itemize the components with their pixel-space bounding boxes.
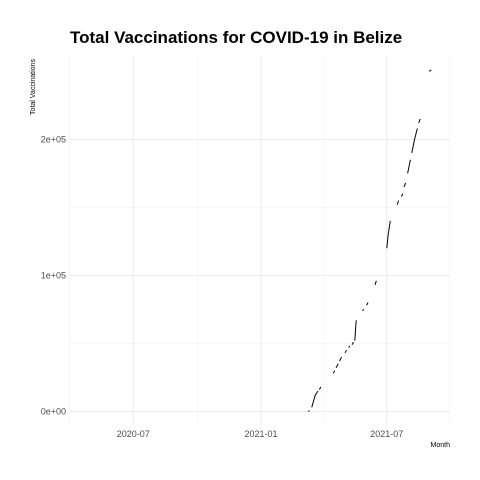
series-segment-6 xyxy=(344,349,347,354)
series-segment-18 xyxy=(411,128,418,154)
series-segment-12 xyxy=(374,280,377,286)
grid xyxy=(69,55,450,425)
series-segment-9 xyxy=(354,320,357,341)
x-axis-title: Month xyxy=(431,442,451,449)
series-segment-2 xyxy=(318,386,322,390)
x-tick-label: 2021-07 xyxy=(370,429,403,439)
y-tick-labels: 0e+00 1e+05 2e+05 xyxy=(41,134,66,416)
series-segment-4 xyxy=(335,363,339,369)
chart-title: Total Vaccinations for COVID-19 in Beliz… xyxy=(70,28,402,47)
series-segment-10 xyxy=(362,309,365,312)
series-segment-17 xyxy=(407,159,411,174)
series-segment-14 xyxy=(396,200,400,205)
series-segment-16 xyxy=(403,182,407,188)
y-axis-title: Total Vaccinations xyxy=(30,59,37,115)
series-segment-15 xyxy=(400,193,404,197)
series-segment-19 xyxy=(418,118,421,124)
x-tick-labels: 2020-07 2021-01 2021-07 xyxy=(117,429,404,439)
y-tick-label: 1e+05 xyxy=(41,270,66,280)
series-segment-1 xyxy=(311,390,319,408)
series-segment-0 xyxy=(308,410,310,412)
series-segment-8 xyxy=(351,341,354,345)
series-segment-5 xyxy=(339,356,343,362)
series-segment-3 xyxy=(332,370,336,374)
series-segment-20 xyxy=(428,69,432,72)
series xyxy=(308,69,432,412)
x-tick-label: 2021-01 xyxy=(245,429,278,439)
series-segment-11 xyxy=(366,302,369,306)
x-tick-label: 2020-07 xyxy=(117,429,150,439)
y-tick-label: 2e+05 xyxy=(41,134,66,144)
y-tick-label: 0e+00 xyxy=(41,406,66,416)
series-segment-13 xyxy=(386,220,391,249)
series-segment-7 xyxy=(348,345,351,348)
